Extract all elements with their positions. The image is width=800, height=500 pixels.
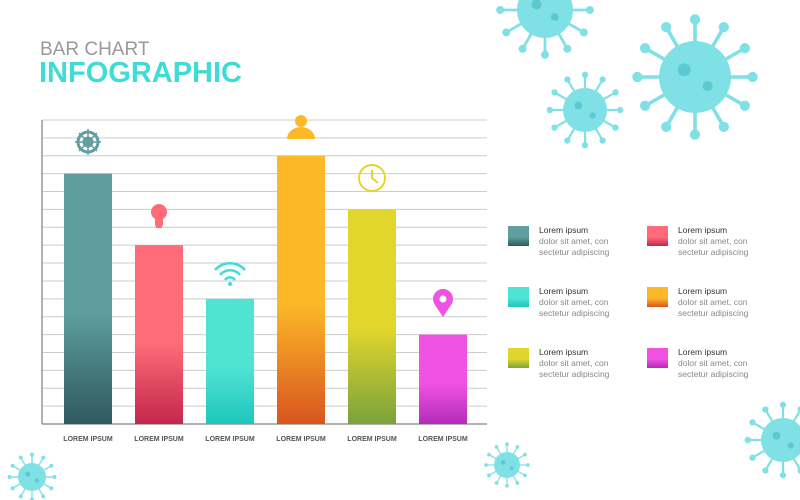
legend-title: Lorem ipsum (678, 347, 727, 357)
virus-decoration (744, 401, 800, 479)
legend-title: Lorem ipsum (539, 225, 588, 235)
legend-desc: dolor sit amet, con (678, 358, 748, 368)
bar (348, 209, 396, 424)
legend-desc: dolor sit amet, con (539, 297, 609, 307)
legend-desc: sectetur adipiscing (678, 247, 749, 257)
virus-decoration (496, 0, 594, 59)
bar (64, 173, 112, 424)
legend-desc: dolor sit amet, con (539, 236, 609, 246)
x-tick-label: LOREM IPSUM (63, 436, 113, 443)
chart-subtitle: INFOGRAPHIC (39, 57, 242, 89)
legend-desc: sectetur adipiscing (539, 308, 610, 318)
legend-title: Lorem ipsum (539, 286, 588, 296)
legend-desc: sectetur adipiscing (678, 369, 749, 379)
virus-decoration (546, 71, 624, 149)
x-tick-label: LOREM IPSUM (418, 436, 468, 443)
chart-title: BAR CHART (40, 39, 150, 60)
virus-decoration (7, 452, 57, 500)
legend-swatch (508, 226, 529, 246)
legend-swatch (508, 348, 529, 368)
legend-swatch (508, 287, 529, 307)
x-tick-label: LOREM IPSUM (276, 436, 326, 443)
legend-title: Lorem ipsum (678, 286, 727, 296)
legend-swatch (647, 287, 668, 307)
legend-desc: dolor sit amet, con (539, 358, 609, 368)
legend-title: Lorem ipsum (678, 225, 727, 235)
bar (419, 334, 467, 424)
legend-swatch (647, 348, 668, 368)
legend-title: Lorem ipsum (539, 347, 588, 357)
legend-desc: sectetur adipiscing (678, 308, 749, 318)
x-tick-label: LOREM IPSUM (205, 436, 255, 443)
bar (135, 245, 183, 424)
legend-desc: dolor sit amet, con (678, 236, 748, 246)
x-tick-label: LOREM IPSUM (134, 436, 184, 443)
bar (206, 298, 254, 424)
virus-decoration (484, 442, 530, 488)
legend-desc: dolor sit amet, con (678, 297, 748, 307)
legend-desc: sectetur adipiscing (539, 247, 610, 257)
x-tick-label: LOREM IPSUM (347, 436, 397, 443)
virus-decoration (632, 14, 758, 140)
bar (277, 155, 325, 424)
icons (75, 115, 453, 317)
legend-swatch (647, 226, 668, 246)
legend-desc: sectetur adipiscing (539, 369, 610, 379)
